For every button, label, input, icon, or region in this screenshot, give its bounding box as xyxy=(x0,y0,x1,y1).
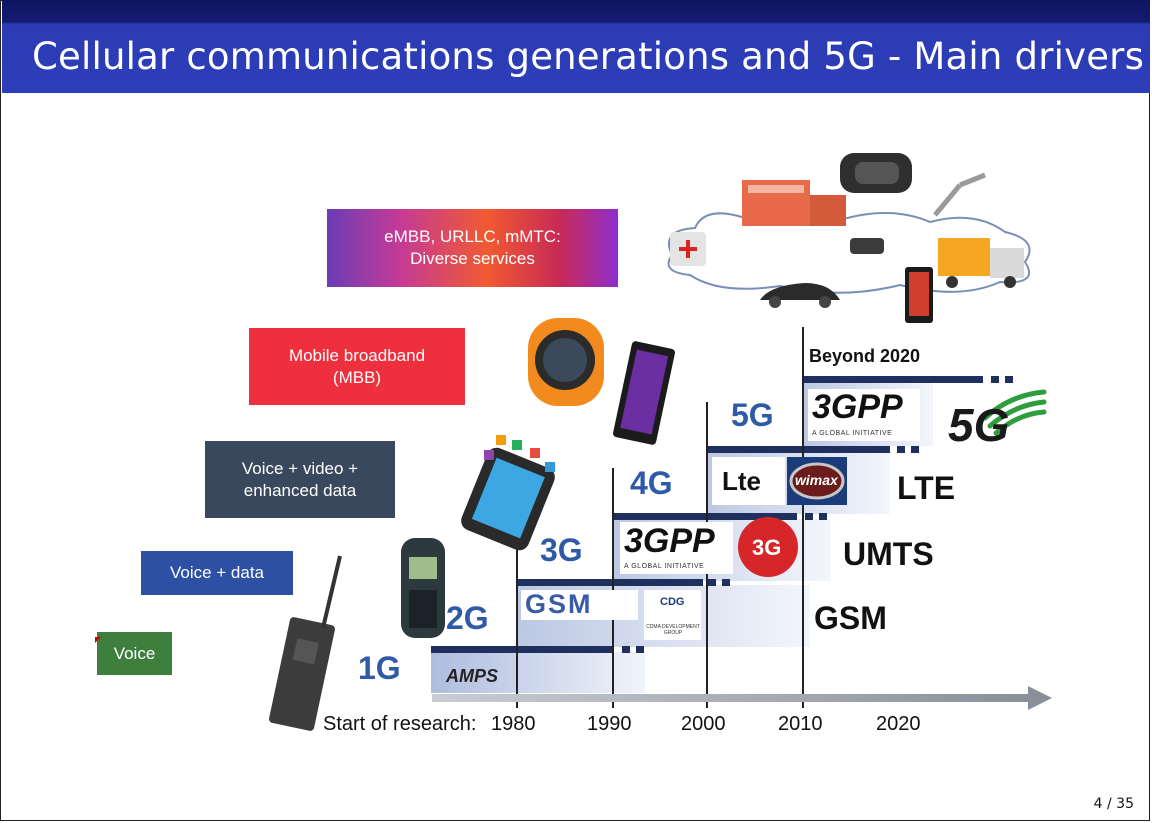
bar-2g-dash xyxy=(708,579,716,586)
tgpp-logo-bg xyxy=(620,522,733,574)
service-line: Voice + data xyxy=(169,563,265,582)
gsm-logo-bg xyxy=(521,590,638,620)
tgpp-logo-text: 3GPP xyxy=(624,522,715,560)
tgpp-logo-subtext: A GLOBAL INITIATIVE xyxy=(624,563,705,570)
service-line: Diverse services xyxy=(410,249,535,268)
page-number: 4 / 35 xyxy=(1093,796,1134,812)
tgpp-5g-logo-bg xyxy=(808,389,920,441)
bar-5g-dash xyxy=(1005,376,1013,383)
year-label-2000: 2000 xyxy=(681,713,726,735)
beyond-2020-label: Beyond 2020 xyxy=(809,346,921,366)
year-label-1980: 1980 xyxy=(491,713,536,735)
era-1g-band xyxy=(431,652,645,693)
bar-5g-dash xyxy=(991,376,999,383)
mouse-cursor-icon xyxy=(95,637,101,643)
service-box-voice: Voice xyxy=(97,632,172,675)
cdg-logo-bg xyxy=(644,590,701,640)
bar-5g xyxy=(803,376,983,383)
service-line: Voice + video + xyxy=(241,458,359,478)
start-of-research-label: Start of research: xyxy=(323,713,477,735)
service-box-embb: eMBB, URLLC, mMTC: Diverse services xyxy=(327,209,618,287)
wimax-logo-text: wimax xyxy=(795,472,838,488)
service-box-mbb: Mobile broadband (MBB) xyxy=(249,328,465,405)
threeg-logo-circle xyxy=(738,517,798,577)
cdg-logo-subtext: CDMA DEVELOPMENT GROUP xyxy=(646,624,700,636)
bar-1g-dash xyxy=(622,646,630,653)
service-line: enhanced data xyxy=(243,480,357,500)
bar-2g xyxy=(517,579,703,586)
wimax-logo-ring xyxy=(789,462,845,500)
gen-label-2g: 2G xyxy=(446,600,489,636)
bar-3g-dash xyxy=(805,513,813,520)
gsm-logo-text: GSM xyxy=(525,589,593,619)
touch-phone-icon xyxy=(461,435,555,551)
bar-1g xyxy=(431,646,614,653)
bar-4g xyxy=(707,446,890,453)
bar-1g-dash xyxy=(636,646,644,653)
gen-label-5g: 5G xyxy=(731,397,774,433)
fiveg-wave-icon xyxy=(987,399,1047,429)
bar-3g xyxy=(613,513,797,520)
cdg-logo-text: CDG xyxy=(660,596,685,608)
tgpp-5g-logo-subtext: A GLOBAL INITIATIVE xyxy=(812,430,893,437)
time-arrow-head xyxy=(1028,686,1052,710)
bar-2g-dash xyxy=(722,579,730,586)
fiveg-wave-icon xyxy=(982,389,1047,421)
service-box-voice-data: Voice + data xyxy=(141,551,293,595)
year-label-1990: 1990 xyxy=(587,713,632,735)
gen-label-4g: 4G xyxy=(630,465,673,501)
standard-label-gsm: GSM xyxy=(814,600,887,636)
service-line: Voice xyxy=(113,643,156,663)
iot-cloud-icon xyxy=(667,153,1031,323)
bar-3g-dash xyxy=(819,513,827,520)
gen-label-1g: 1G xyxy=(358,650,401,686)
smartphone-icon xyxy=(613,341,675,445)
tgpp-5g-logo-text: 3GPP xyxy=(812,388,903,426)
lte-logo-text: Lte xyxy=(722,466,761,496)
bar-4g-dash xyxy=(911,446,919,453)
service-line: (MBB) xyxy=(332,367,382,387)
smartwatch-icon xyxy=(528,318,604,406)
brick-phone-icon xyxy=(269,555,342,731)
nokia-phone-icon xyxy=(401,538,445,638)
lte-logo-bg xyxy=(712,457,785,505)
standard-label-amps: AMPS xyxy=(446,666,499,686)
year-label-2010: 2010 xyxy=(778,713,823,735)
time-arrow-shaft xyxy=(432,694,1030,702)
title-bar: Cellular communications generations and … xyxy=(2,0,1150,93)
service-box-voice-video-data: Voice + video + enhanced data xyxy=(205,441,395,518)
gen-label-3g: 3G xyxy=(540,532,583,568)
service-line: eMBB, URLLC, mMTC: xyxy=(384,227,561,246)
standard-label-umts: UMTS xyxy=(843,536,934,572)
service-line: Mobile broadband xyxy=(288,345,426,365)
slide-title: Cellular communications generations and … xyxy=(32,35,1145,78)
year-label-2020: 2020 xyxy=(876,713,921,735)
threeg-logo-text: 3G xyxy=(752,535,782,560)
standard-label-lte: LTE xyxy=(897,470,956,506)
fiveg-logo-text: 5G xyxy=(948,399,1010,451)
bar-4g-dash xyxy=(897,446,905,453)
fiveg-wave-icon xyxy=(993,409,1047,436)
